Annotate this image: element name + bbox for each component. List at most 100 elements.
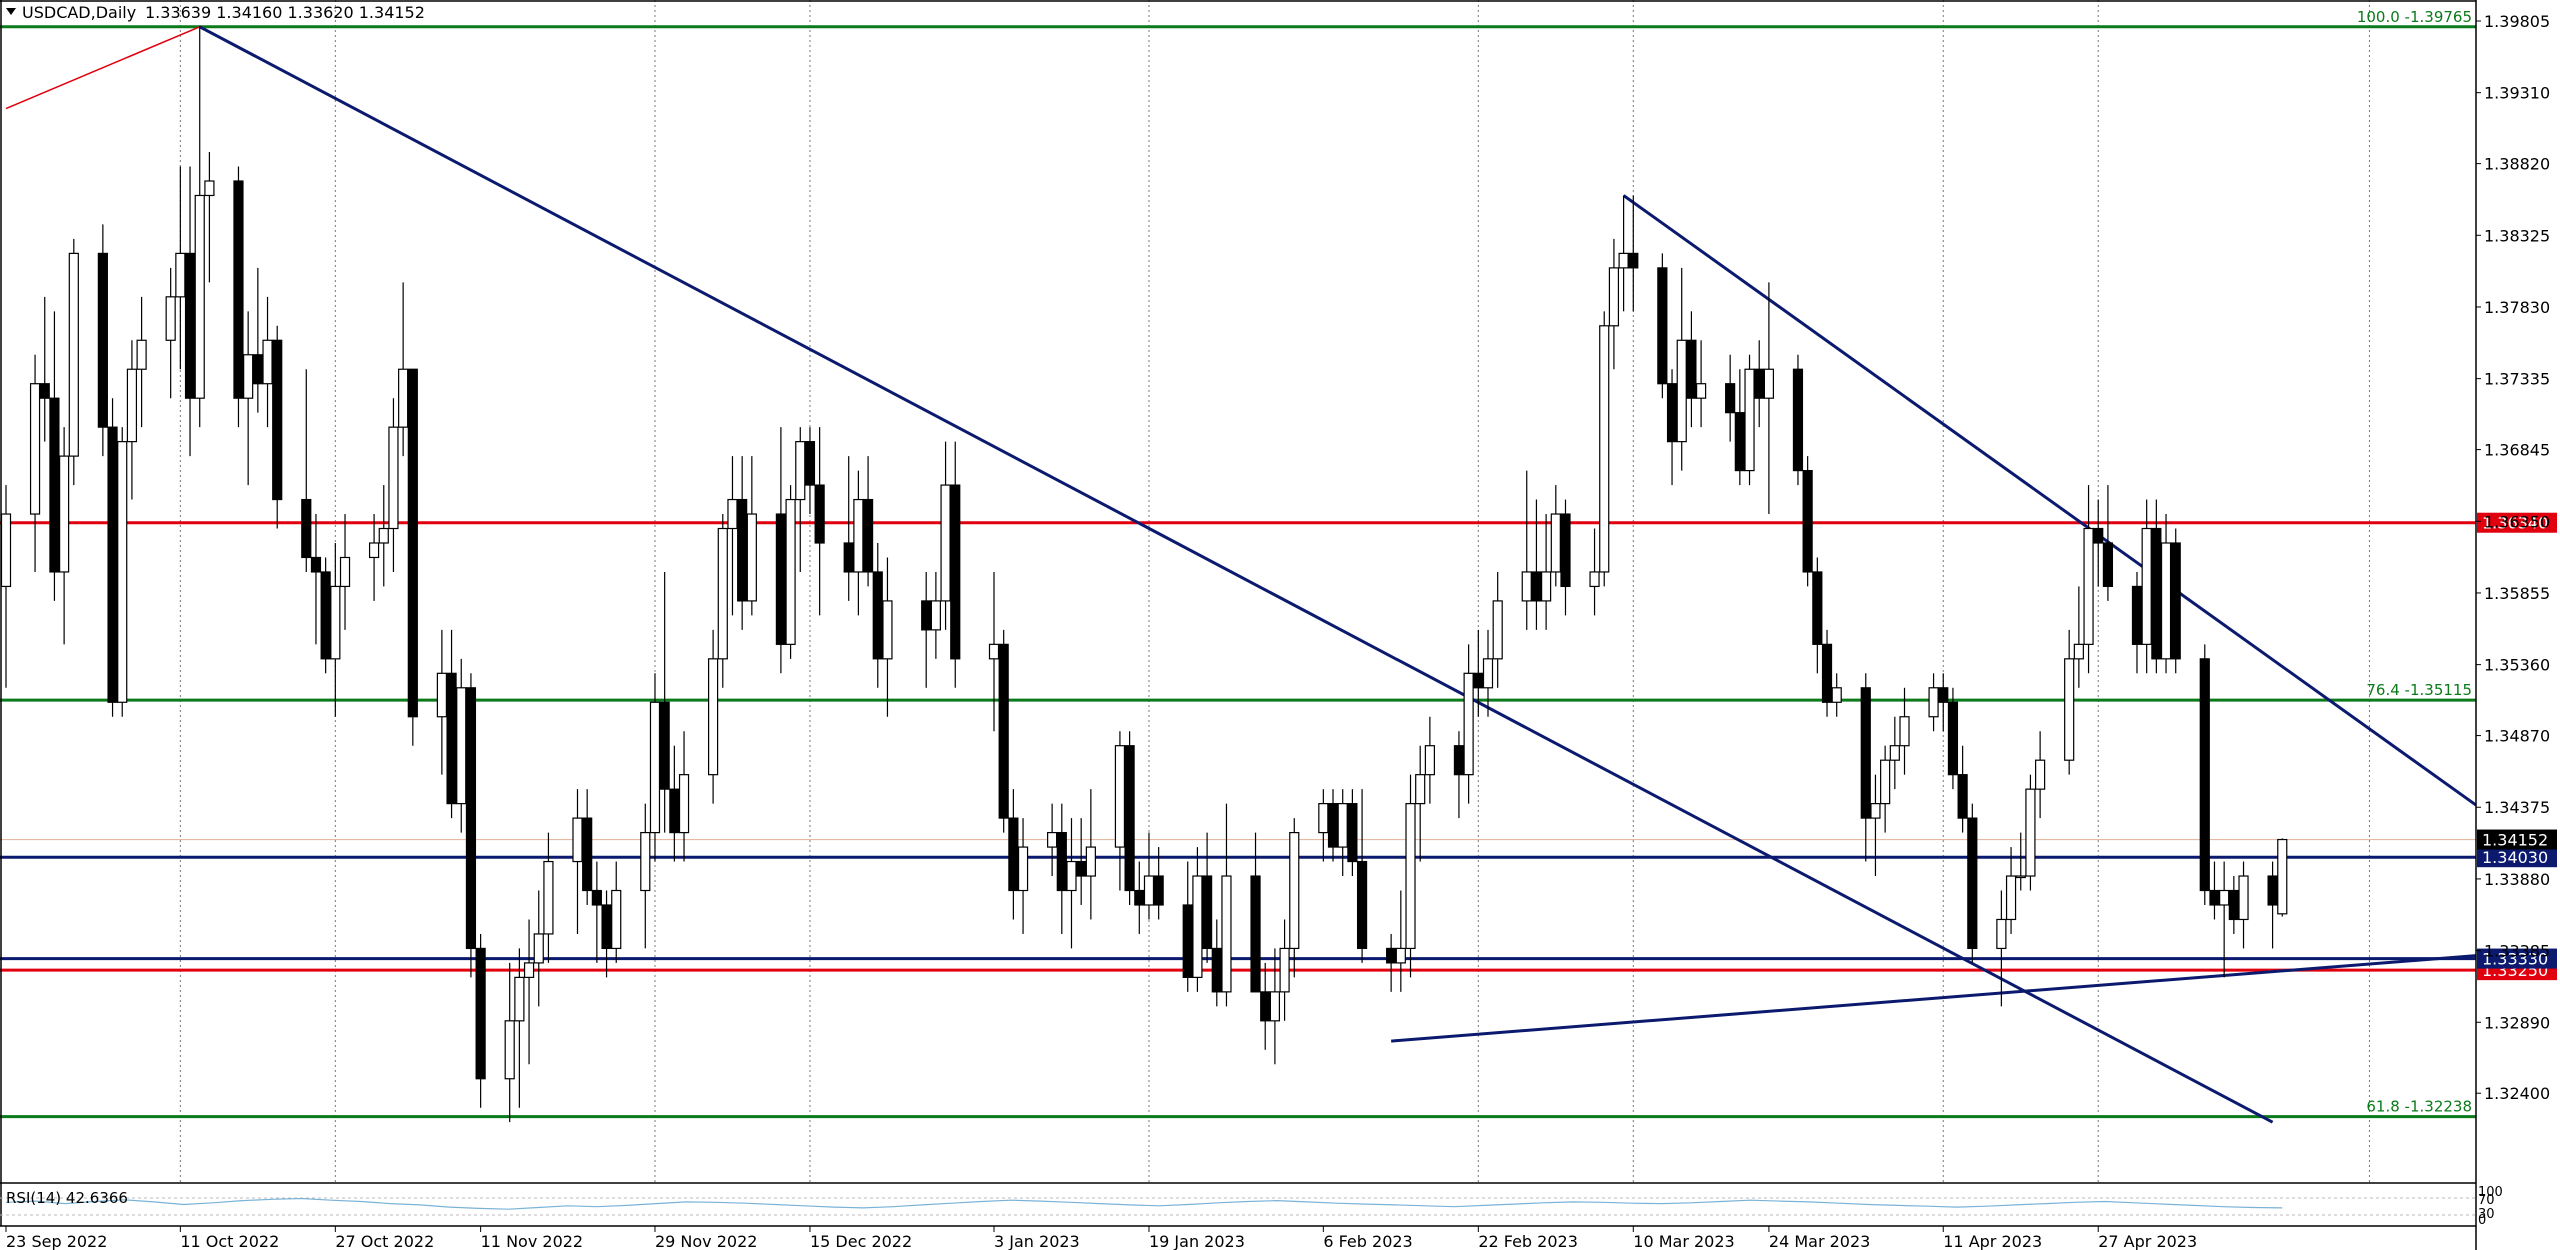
candle xyxy=(930,571,941,659)
price-tag-box xyxy=(2477,948,2557,969)
candle-body xyxy=(1686,339,1697,399)
candle-body xyxy=(601,904,612,950)
candle-body xyxy=(504,1020,515,1080)
candle-body xyxy=(436,672,447,718)
candle xyxy=(1599,311,1610,587)
candle-body xyxy=(998,643,1009,819)
candle-body xyxy=(398,368,409,428)
candle xyxy=(649,673,661,862)
candle xyxy=(533,890,544,1007)
candle-body xyxy=(804,441,816,486)
candle xyxy=(1880,745,1891,833)
candle-body xyxy=(68,252,79,457)
candle-body xyxy=(1386,947,1397,964)
candle xyxy=(1812,557,1823,674)
candle-body xyxy=(1463,672,1474,776)
candle xyxy=(2025,774,2036,891)
candle-body xyxy=(640,831,651,892)
time-tick-label: 29 Nov 2022 xyxy=(655,1232,757,1250)
candle-body xyxy=(310,556,322,573)
candle-body xyxy=(2219,889,2230,906)
candle-body xyxy=(1541,571,1552,602)
candle xyxy=(1618,195,1629,312)
candle xyxy=(2131,571,2143,674)
trendline xyxy=(199,25,2274,1124)
candle xyxy=(998,629,1009,833)
candle xyxy=(785,485,796,659)
candle xyxy=(950,441,961,688)
candle xyxy=(97,224,108,457)
candle xyxy=(1725,354,1736,442)
time-axis-ticks: 23 Sep 2022 11 Oct 2022 27 Oct 2022 11 Nov … xyxy=(5,1226,2197,1250)
candle xyxy=(1076,818,1087,905)
candle xyxy=(669,745,680,862)
candle-body xyxy=(1802,469,1813,573)
candle-body xyxy=(1453,745,1465,776)
time-tick-label: 27 Apr 2023 xyxy=(2098,1232,2197,1250)
candle xyxy=(262,296,273,428)
price-tick-label: 1.39805 xyxy=(2484,12,2550,31)
candle xyxy=(853,470,864,616)
candle-body xyxy=(1318,803,1329,834)
candle xyxy=(1734,369,1745,486)
candle-body xyxy=(1938,687,1949,703)
candle-body xyxy=(49,397,60,573)
candle xyxy=(2015,832,2026,891)
time-tick-label: 3 Jan 2023 xyxy=(994,1232,1080,1250)
candle xyxy=(1269,948,1281,1065)
candle xyxy=(882,557,893,717)
candle xyxy=(1657,253,1668,399)
candle-body xyxy=(669,788,680,834)
candle xyxy=(2035,731,2046,819)
candle xyxy=(339,514,351,630)
candle-body xyxy=(2083,527,2094,645)
candle-body xyxy=(795,441,806,501)
price-tick-label: 1.36350 xyxy=(2484,512,2550,531)
candle xyxy=(1938,673,1949,732)
candle-body xyxy=(184,252,196,399)
candle-body xyxy=(465,687,477,950)
candle xyxy=(475,933,486,1108)
candle-body xyxy=(862,498,874,573)
price-tick-label: 1.38820 xyxy=(2484,155,2550,174)
price-tick-label: 1.34870 xyxy=(2484,727,2550,746)
candle xyxy=(233,166,244,428)
candle xyxy=(988,571,1000,732)
candle-body xyxy=(1066,860,1077,892)
candle-body xyxy=(611,889,622,950)
candle-body xyxy=(2199,658,2210,892)
candle-body xyxy=(1860,687,1871,819)
candle xyxy=(165,267,176,399)
candle xyxy=(1541,514,1552,630)
candle xyxy=(320,557,331,674)
price-tick-label: 1.37830 xyxy=(2484,298,2550,317)
collapse-triangle-icon[interactable] xyxy=(6,8,16,15)
candle xyxy=(1318,789,1329,862)
candle xyxy=(1686,311,1697,428)
candle xyxy=(1424,716,1435,804)
candle-body xyxy=(1347,803,1358,863)
rsi-pane: RSI(14) 42.6366 100 70 30 0 xyxy=(0,1185,2503,1228)
time-tick-label: 27 Oct 2022 xyxy=(335,1232,434,1250)
candle-body xyxy=(1521,571,1532,602)
candle xyxy=(1337,789,1348,877)
candle xyxy=(814,427,825,616)
time-tick-label: 11 Apr 2023 xyxy=(1943,1232,2042,1250)
candle xyxy=(1744,354,1755,486)
candle-body xyxy=(1608,267,1620,327)
price-tick-label: 1.32400 xyxy=(2484,1084,2550,1103)
candle xyxy=(640,803,651,949)
price-tick-label: 1.39310 xyxy=(2484,84,2550,103)
candle xyxy=(2238,861,2249,949)
price-tag-label: 1.36340 xyxy=(2482,514,2548,533)
candle-body xyxy=(243,354,254,399)
candle xyxy=(446,629,457,819)
candle-body xyxy=(2277,838,2288,915)
candle xyxy=(1889,716,1900,790)
candle xyxy=(1492,571,1503,688)
price-tag: 1.34030 xyxy=(2477,847,2557,868)
candle xyxy=(572,789,583,934)
candle-body xyxy=(1279,947,1290,993)
candle xyxy=(1870,774,1881,877)
